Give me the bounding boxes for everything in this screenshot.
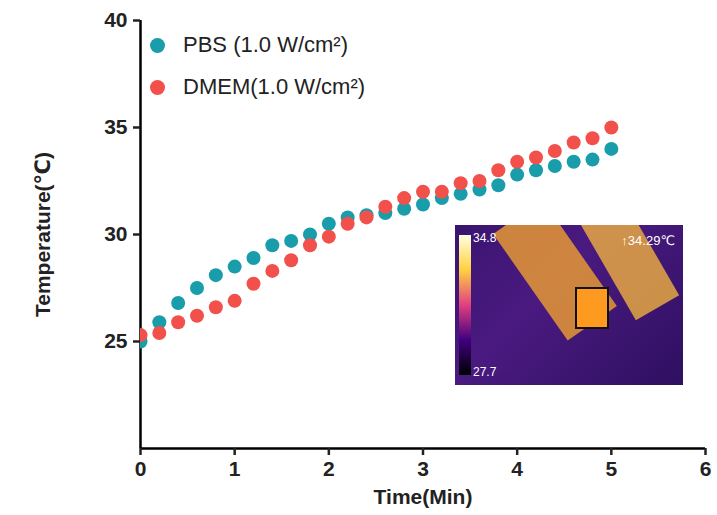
html-text:PBS (1.0 W/cm²): PBS (1.0 W/cm²) bbox=[183, 32, 348, 57]
svg-text:2: 2 bbox=[323, 457, 335, 480]
svg-text:1: 1 bbox=[229, 457, 241, 480]
svg-text:Temperature(℃): Temperature(℃) bbox=[31, 152, 54, 317]
svg-text:Time(Min): Time(Min) bbox=[374, 485, 473, 508]
svg-text:30: 30 bbox=[104, 222, 127, 245]
svg-text:4: 4 bbox=[511, 457, 523, 480]
html-text:27.7: 27.7 bbox=[473, 365, 497, 379]
svg-text:6: 6 bbox=[700, 457, 712, 480]
svg-text:0: 0 bbox=[135, 457, 147, 480]
html-text:↑34.29℃: ↑34.29℃ bbox=[621, 233, 675, 248]
svg-text:35: 35 bbox=[104, 115, 128, 138]
svg-text:25: 25 bbox=[104, 329, 128, 352]
svg-text:5: 5 bbox=[605, 457, 617, 480]
svg-text:3: 3 bbox=[417, 457, 429, 480]
svg-text:40: 40 bbox=[104, 8, 127, 31]
html-text:34.8: 34.8 bbox=[473, 231, 497, 245]
html-text:DMEM(1.0 W/cm²): DMEM(1.0 W/cm²) bbox=[183, 74, 366, 99]
